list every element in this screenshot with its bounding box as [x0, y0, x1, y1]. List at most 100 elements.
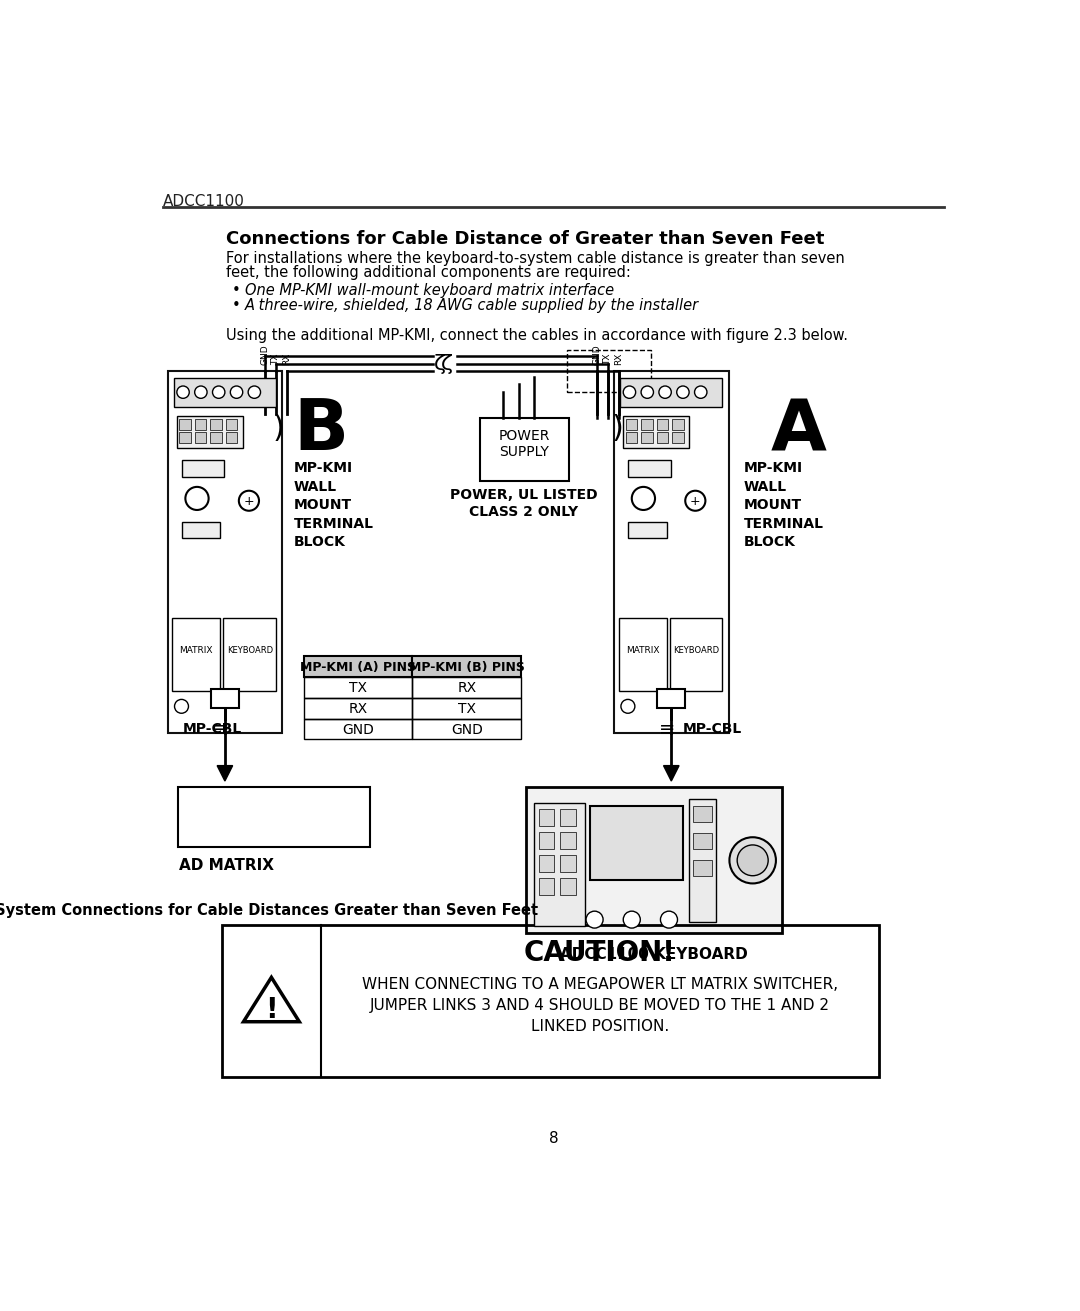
Bar — [303, 676, 413, 697]
Bar — [480, 418, 569, 481]
Bar — [693, 834, 713, 848]
Text: GND: GND — [260, 345, 270, 366]
Bar — [672, 420, 684, 430]
Bar — [590, 806, 683, 880]
Text: TX: TX — [458, 701, 475, 716]
Bar — [539, 832, 554, 848]
Bar — [689, 798, 716, 922]
Bar — [642, 433, 652, 443]
Text: Figure 2.3: System Connections for Cable Distances Greater than Seven Feet: Figure 2.3: System Connections for Cable… — [0, 903, 538, 918]
Text: MP-KMI (B) PINS: MP-KMI (B) PINS — [408, 661, 525, 674]
Circle shape — [186, 486, 208, 510]
Bar — [623, 416, 689, 448]
Bar — [211, 688, 239, 708]
Circle shape — [213, 385, 225, 399]
Bar — [226, 433, 238, 443]
Bar — [642, 420, 652, 430]
Bar — [526, 787, 782, 933]
Circle shape — [632, 486, 656, 510]
Text: A three-wire, shielded, 18 AWG cable supplied by the installer: A three-wire, shielded, 18 AWG cable sup… — [245, 298, 699, 313]
Text: RX: RX — [457, 680, 476, 695]
Text: AD MATRIX: AD MATRIX — [179, 857, 274, 873]
Bar — [413, 676, 521, 697]
Bar — [693, 860, 713, 876]
Text: •: • — [232, 283, 241, 298]
Bar — [625, 433, 637, 443]
Bar — [221, 926, 879, 1078]
Text: RX: RX — [615, 353, 623, 366]
Bar — [174, 378, 276, 406]
Bar — [303, 697, 413, 718]
Circle shape — [175, 699, 189, 713]
Bar — [181, 522, 220, 539]
Polygon shape — [217, 766, 232, 781]
Bar — [561, 855, 576, 872]
Bar — [177, 787, 369, 847]
Bar — [194, 420, 206, 430]
Bar — [211, 433, 221, 443]
Text: MATRIX: MATRIX — [179, 646, 213, 656]
Circle shape — [694, 385, 707, 399]
Text: MP-CBL: MP-CBL — [683, 722, 742, 735]
Circle shape — [621, 699, 635, 713]
Bar — [539, 809, 554, 826]
Bar — [303, 657, 413, 676]
Text: B: B — [294, 396, 349, 465]
Circle shape — [659, 385, 672, 399]
Text: MP-KMI (A) PINS: MP-KMI (A) PINS — [300, 661, 416, 674]
Text: MP-CBL: MP-CBL — [183, 722, 242, 735]
Circle shape — [642, 385, 653, 399]
Text: MP-KMI
WALL
MOUNT
TERMINAL
BLOCK: MP-KMI WALL MOUNT TERMINAL BLOCK — [743, 461, 823, 549]
Circle shape — [239, 490, 259, 511]
Text: 8: 8 — [549, 1131, 558, 1146]
Circle shape — [194, 385, 207, 399]
Text: ≡: ≡ — [659, 720, 676, 738]
Text: +: + — [244, 496, 254, 509]
Bar — [535, 802, 584, 926]
Bar — [177, 416, 243, 448]
Bar — [613, 371, 729, 733]
Bar — [167, 371, 282, 733]
Text: For installations where the keyboard-to-system cable distance is greater than se: For installations where the keyboard-to-… — [227, 252, 846, 266]
Circle shape — [677, 385, 689, 399]
Text: ADCC1100: ADCC1100 — [163, 194, 245, 210]
Bar — [561, 832, 576, 848]
Polygon shape — [663, 766, 679, 781]
Bar — [413, 657, 521, 676]
Text: GND: GND — [450, 722, 483, 737]
Text: ): ) — [272, 414, 284, 443]
Bar — [539, 855, 554, 872]
Bar — [670, 617, 723, 691]
Bar — [627, 522, 666, 539]
Bar — [627, 460, 671, 477]
Bar — [172, 617, 220, 691]
Text: A: A — [770, 396, 826, 465]
Text: POWER
SUPPLY: POWER SUPPLY — [498, 429, 550, 459]
Bar — [567, 350, 651, 392]
Text: RX: RX — [282, 353, 292, 366]
Text: CAUTION!: CAUTION! — [524, 939, 676, 968]
Bar — [658, 688, 685, 708]
Text: MATRIX: MATRIX — [626, 646, 660, 656]
Text: Using the additional MP-KMI, connect the cables in accordance with figure 2.3 be: Using the additional MP-KMI, connect the… — [227, 328, 849, 343]
Text: GND: GND — [342, 722, 374, 737]
Text: TX: TX — [271, 354, 281, 366]
Bar — [413, 718, 521, 739]
Text: KEYBOARD: KEYBOARD — [227, 646, 273, 656]
Bar — [413, 697, 521, 718]
Text: WHEN CONNECTING TO A MEGAPOWER LT MATRIX SWITCHER,
JUMPER LINKS 3 AND 4 SHOULD B: WHEN CONNECTING TO A MEGAPOWER LT MATRIX… — [362, 978, 838, 1034]
Text: ζ: ζ — [442, 354, 454, 374]
Text: ): ) — [612, 414, 624, 443]
Bar — [625, 420, 637, 430]
Text: ADCC1100 KEYBOARD: ADCC1100 KEYBOARD — [561, 948, 748, 962]
Circle shape — [623, 911, 640, 928]
Text: MP-KMI
WALL
MOUNT
TERMINAL
BLOCK: MP-KMI WALL MOUNT TERMINAL BLOCK — [294, 461, 374, 549]
Text: TX: TX — [604, 354, 612, 366]
Bar — [179, 420, 191, 430]
Bar — [224, 617, 276, 691]
Text: Connections for Cable Distance of Greater than Seven Feet: Connections for Cable Distance of Greate… — [227, 231, 825, 249]
Circle shape — [685, 490, 705, 511]
Text: +: + — [690, 496, 701, 509]
Bar — [539, 878, 554, 895]
Circle shape — [248, 385, 260, 399]
